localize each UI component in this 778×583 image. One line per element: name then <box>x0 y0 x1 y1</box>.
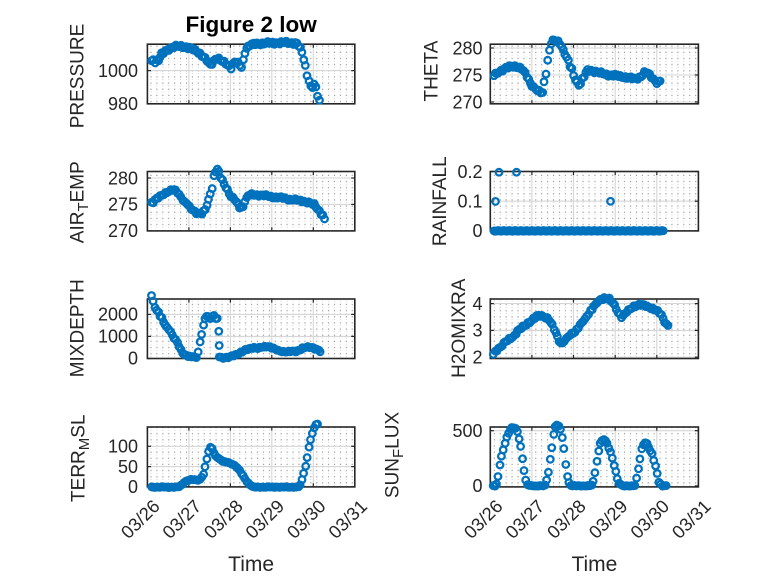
svg-text:2: 2 <box>472 348 482 368</box>
svg-text:H2OMIXRA: H2OMIXRA <box>449 278 470 378</box>
svg-text:3: 3 <box>472 321 482 341</box>
svg-text:0: 0 <box>128 477 138 497</box>
svg-text:Figure 2 low: Figure 2 low <box>185 12 317 37</box>
svg-text:0: 0 <box>128 349 138 369</box>
svg-text:0.2: 0.2 <box>457 162 482 182</box>
svg-text:Time: Time <box>571 553 617 576</box>
svg-text:500: 500 <box>452 421 482 441</box>
svg-text:1000: 1000 <box>98 327 138 347</box>
svg-text:0: 0 <box>472 221 482 241</box>
svg-text:280: 280 <box>452 38 482 58</box>
svg-text:THETA: THETA <box>422 40 443 101</box>
svg-text:2000: 2000 <box>98 305 138 325</box>
svg-text:Time: Time <box>228 553 274 576</box>
svg-text:4: 4 <box>472 294 482 314</box>
svg-text:0.1: 0.1 <box>457 192 482 212</box>
svg-text:0: 0 <box>472 476 482 496</box>
svg-text:280: 280 <box>108 168 138 188</box>
svg-text:100: 100 <box>108 437 138 457</box>
svg-text:980: 980 <box>108 94 138 114</box>
svg-text:1000: 1000 <box>98 61 138 81</box>
svg-text:270: 270 <box>452 92 482 112</box>
svg-text:TERRM​SL: TERRM​SL <box>69 414 94 501</box>
svg-text:275: 275 <box>108 195 138 215</box>
svg-text:270: 270 <box>108 221 138 241</box>
svg-text:MIXDEPTH: MIXDEPTH <box>68 279 89 377</box>
svg-text:275: 275 <box>452 65 482 85</box>
svg-text:AIRT​EMP: AIRT​EMP <box>68 161 93 243</box>
svg-text:50: 50 <box>118 457 138 477</box>
svg-text:PRESSURE: PRESSURE <box>68 24 89 129</box>
svg-text:SUNF​LUX: SUNF​LUX <box>383 412 408 499</box>
svg-text:RAINFALL: RAINFALL <box>430 156 451 246</box>
